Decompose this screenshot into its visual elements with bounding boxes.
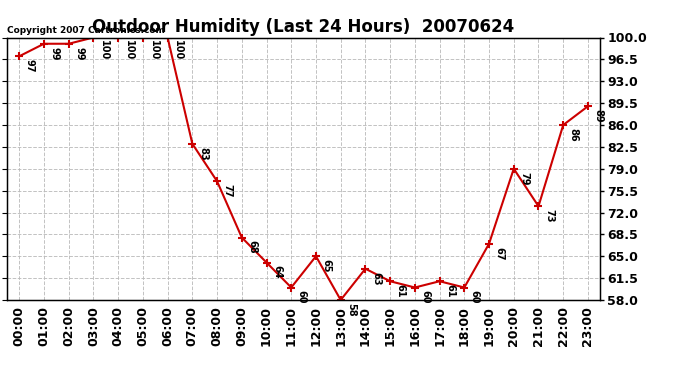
Text: 60: 60: [420, 290, 431, 304]
Text: 100: 100: [173, 40, 183, 60]
Text: 60: 60: [470, 290, 480, 304]
Text: 61: 61: [445, 284, 455, 297]
Text: 100: 100: [148, 40, 159, 60]
Text: 58: 58: [346, 303, 356, 316]
Text: 99: 99: [75, 46, 84, 60]
Text: 100: 100: [124, 40, 134, 60]
Text: 60: 60: [297, 290, 307, 304]
Text: 97: 97: [25, 59, 34, 72]
Text: 61: 61: [395, 284, 406, 297]
Text: 89: 89: [593, 109, 604, 123]
Text: 64: 64: [272, 265, 282, 279]
Text: 73: 73: [544, 209, 554, 222]
Text: 83: 83: [198, 147, 208, 160]
Text: 68: 68: [247, 240, 257, 254]
Text: 100: 100: [99, 40, 109, 60]
Text: Copyright 2007 Cartronics.com: Copyright 2007 Cartronics.com: [7, 26, 165, 35]
Title: Outdoor Humidity (Last 24 Hours)  20070624: Outdoor Humidity (Last 24 Hours) 2007062…: [92, 18, 515, 36]
Text: 79: 79: [520, 171, 529, 185]
Text: 77: 77: [223, 184, 233, 198]
Text: 65: 65: [322, 259, 331, 273]
Text: 86: 86: [569, 128, 579, 141]
Text: 99: 99: [50, 46, 59, 60]
Text: 67: 67: [495, 246, 504, 260]
Text: 63: 63: [371, 272, 381, 285]
